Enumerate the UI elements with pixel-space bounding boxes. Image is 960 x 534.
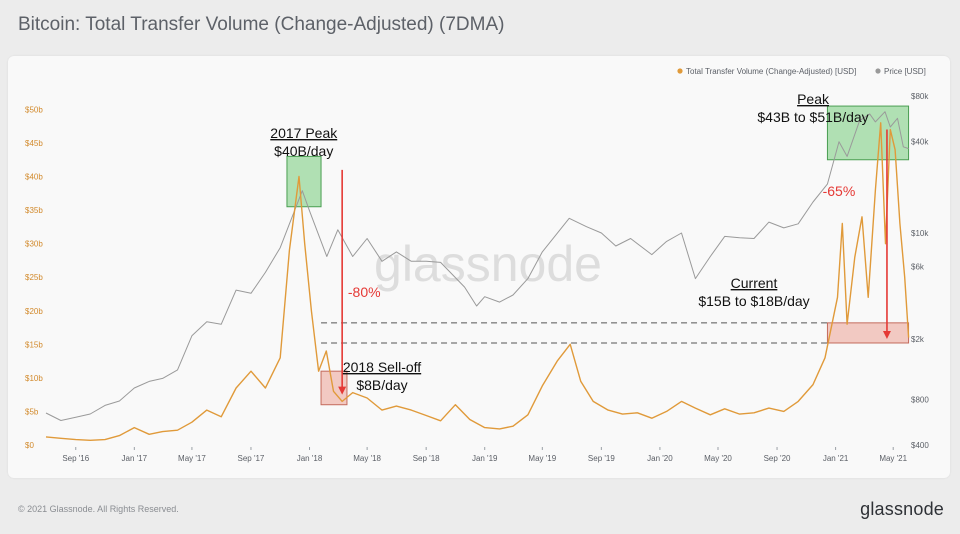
annotation-peak-2017-title: 2017 Peak bbox=[270, 125, 338, 141]
x-tick-label: May '17 bbox=[178, 454, 206, 463]
legend-volume-label: Total Transfer Volume (Change-Adjusted) … bbox=[686, 67, 856, 76]
legend-price-swatch bbox=[875, 68, 881, 74]
x-tick-label: Jan '18 bbox=[297, 454, 323, 463]
annotation-drop-2021: -65% bbox=[823, 183, 856, 199]
y-left-tick-label: $5b bbox=[25, 407, 39, 416]
chart-card: glassnode $0 $5b $10b $15b $20b $25b $30b $35b $… bbox=[8, 56, 950, 478]
y-left-tick-label: $15b bbox=[25, 340, 43, 349]
x-tick-label: Jan '20 bbox=[647, 454, 673, 463]
y-right-tick-label: $10k bbox=[911, 229, 929, 238]
x-tick-label: Sep '18 bbox=[413, 454, 440, 463]
y-left-tick-label: $40b bbox=[25, 173, 43, 182]
annotation-selloff-2018-title: 2018 Sell-off bbox=[343, 359, 421, 375]
y-right-tick-label: $800 bbox=[911, 395, 929, 404]
y-right-tick-label: $40k bbox=[911, 138, 929, 147]
x-tick-label: Sep '17 bbox=[238, 454, 265, 463]
y-left-tick-label: $10b bbox=[25, 374, 43, 383]
drop-2018-arrow-head bbox=[338, 386, 347, 395]
glassnode-logo: glassnode bbox=[860, 499, 944, 519]
x-tick-label: Sep '16 bbox=[62, 454, 89, 463]
copyright-text: © 2021 Glassnode. All Rights Reserved. bbox=[18, 504, 179, 514]
y-left-tick-label: $50b bbox=[25, 105, 43, 114]
y-right-tick-label: $400 bbox=[911, 441, 929, 450]
y-left-tick-label: $25b bbox=[25, 273, 43, 282]
x-tick-label: May '18 bbox=[353, 454, 381, 463]
y-right-tick-label: $80k bbox=[911, 92, 929, 101]
annotation-selloff-2018-value: $8B/day bbox=[356, 377, 407, 393]
x-tick-label: May '19 bbox=[528, 454, 556, 463]
annotation-peak-2021-title: Peak bbox=[797, 91, 830, 107]
annotation-current-value: $15B to $18B/day bbox=[698, 293, 809, 309]
y-right-tick-label: $6k bbox=[911, 263, 925, 272]
y-right-tick-label: $2k bbox=[911, 335, 925, 344]
annotation-current-title: Current bbox=[731, 275, 778, 291]
x-tick-label: Sep '20 bbox=[764, 454, 791, 463]
annotation-peak-2021-value: $43B to $51B/day bbox=[757, 109, 868, 125]
x-tick-label: Jan '17 bbox=[122, 454, 148, 463]
x-tick-label: May '21 bbox=[879, 454, 907, 463]
page-title: Bitcoin: Total Transfer Volume (Change-A… bbox=[18, 14, 505, 35]
x-tick-label: Jan '19 bbox=[472, 454, 498, 463]
legend-volume-swatch bbox=[677, 68, 683, 74]
current-range-box bbox=[826, 322, 910, 344]
y-left-tick-label: $20b bbox=[25, 307, 43, 316]
annotation-peak-2017-value: $40B/day bbox=[274, 143, 333, 159]
drop-2021-arrow-head bbox=[882, 330, 891, 339]
price-series-line bbox=[45, 111, 909, 421]
x-tick-label: Jan '21 bbox=[823, 454, 849, 463]
volume-series-line bbox=[45, 122, 910, 441]
y-left-tick-label: $45b bbox=[25, 139, 43, 148]
x-tick-label: May '20 bbox=[704, 454, 732, 463]
y-left-tick-label: $30b bbox=[25, 240, 43, 249]
peak-2017-box bbox=[286, 155, 322, 208]
watermark: glassnode bbox=[374, 236, 602, 292]
transfer-volume-chart: glassnode $0 $5b $10b $15b $20b $25b $30b $35b $… bbox=[25, 67, 929, 463]
y-left-tick-label: $0 bbox=[25, 441, 34, 450]
x-tick-label: Sep '19 bbox=[588, 454, 615, 463]
annotation-drop-2018: -80% bbox=[348, 284, 381, 300]
legend-price-label: Price [USD] bbox=[884, 67, 926, 76]
y-left-tick-label: $35b bbox=[25, 206, 43, 215]
